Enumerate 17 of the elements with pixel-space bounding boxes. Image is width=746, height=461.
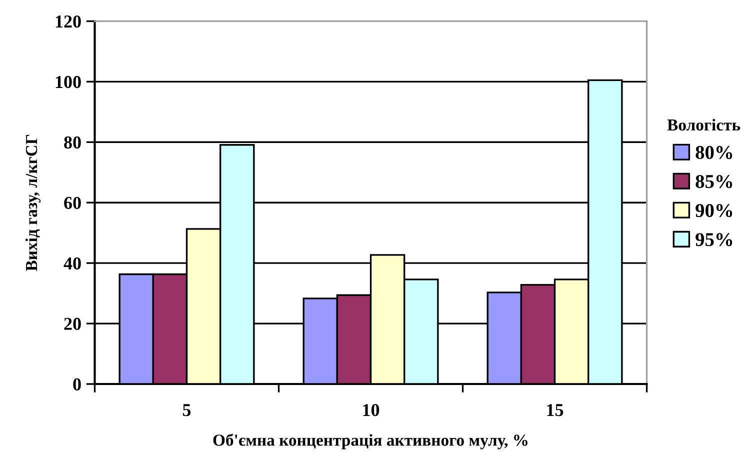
y-tick-label: 40 [64,257,81,270]
y-tick-label: 100 [56,76,81,88]
legend-title: Вологість [667,118,740,131]
y-tick-label: 20 [64,318,81,330]
legend-label: 95% [696,233,732,246]
legend-label: 80% [696,146,732,160]
y-axis-title: Вихід газу, л/кгСГ [25,134,41,271]
y-tick-label: 60 [64,196,81,210]
y-tick-label: 120 [56,15,81,28]
legend-label: 90% [696,204,732,218]
y-tick-label: 80 [64,136,81,149]
x-axis-title: Об'ємна концентрація активного мулу, % [213,434,528,450]
x-tick-label: 5 [182,404,191,416]
legend-label: 85% [696,174,732,188]
x-tick-label: 15 [547,404,564,416]
y-tick-label: 0 [73,378,81,390]
x-tick-label: 10 [363,404,380,416]
